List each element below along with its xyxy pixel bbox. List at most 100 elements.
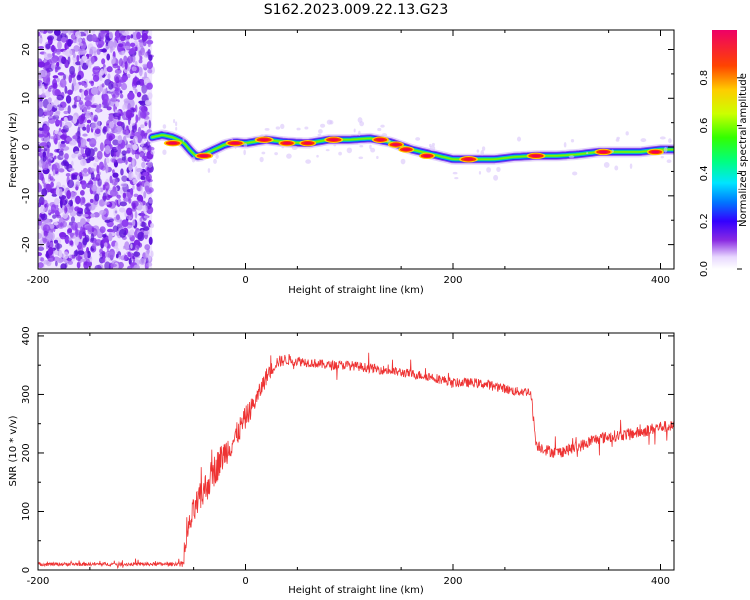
speckle	[370, 147, 376, 153]
spectral-peak-9	[398, 146, 415, 153]
speckle	[325, 149, 330, 152]
speckle	[359, 145, 364, 148]
speckle	[452, 171, 458, 175]
speckle	[496, 166, 501, 172]
colorbar-tick-label: 0.0	[699, 261, 710, 277]
speckle	[338, 151, 342, 156]
speckle	[286, 153, 292, 159]
speckle	[207, 168, 211, 173]
x-tick-label: 400	[651, 275, 670, 286]
speckle	[568, 155, 575, 159]
spectral-peak-0	[163, 139, 182, 147]
speckle	[659, 136, 666, 140]
spectrogram-ylabel: Frequency (Hz)	[8, 112, 19, 188]
speckle	[429, 145, 436, 152]
x-tick-label: 0	[242, 275, 248, 286]
speckle	[625, 131, 629, 136]
speckle	[614, 165, 619, 171]
spectral-peak-4	[278, 139, 296, 147]
speckle	[668, 138, 672, 144]
speckle	[377, 127, 382, 132]
x-tick-label: 0	[242, 576, 248, 587]
speckle	[400, 158, 406, 165]
spectral-peak-1	[195, 152, 214, 160]
speckle	[318, 129, 323, 134]
speckle	[572, 171, 578, 176]
speckle	[261, 151, 266, 155]
speckle	[616, 136, 620, 140]
spectral-peak-14	[646, 148, 664, 156]
snr-plot-area	[38, 352, 674, 570]
snr-xlabel: Height of straight line (km)	[288, 585, 424, 596]
speckle	[182, 135, 185, 142]
speckle	[304, 126, 309, 130]
speckle	[316, 154, 319, 158]
speckle	[629, 163, 633, 169]
speckle	[454, 177, 459, 180]
x-tick-label: 200	[443, 576, 462, 587]
speckle	[243, 149, 246, 156]
speckle	[175, 126, 178, 131]
y-tick-label: 100	[21, 502, 32, 521]
speckle	[357, 117, 363, 123]
x-tick-label: -200	[27, 576, 50, 587]
speckle	[175, 121, 178, 127]
speckle	[305, 159, 312, 164]
speckle	[162, 124, 167, 129]
speckle	[281, 146, 285, 149]
speckle	[320, 123, 326, 128]
speckle	[663, 146, 668, 153]
colorbar-tick-label: 0.8	[699, 70, 710, 86]
speckle	[213, 158, 217, 164]
colorbar-label: Normalized spectral amplitude	[738, 73, 749, 227]
colorbar-tick-label: 0.6	[699, 118, 710, 134]
speckle	[264, 127, 270, 131]
speckle	[486, 167, 491, 173]
colorbar: 0.0 0.2 0.4 0.6 0.8 Normalized spectral ampl…	[699, 30, 749, 277]
speckle	[376, 155, 379, 160]
speckle	[476, 149, 480, 153]
spectrogram-panel: -200 0 200 400 -20 -10 0 10 20 Height of straigh…	[8, 29, 675, 296]
speckle	[162, 129, 169, 133]
spectral-peak-2	[225, 139, 245, 147]
speckle	[173, 119, 176, 124]
colorbar-tick-label: 0.2	[699, 213, 710, 229]
noise-speckle	[38, 30, 156, 269]
speckle	[478, 170, 482, 175]
spectral-peak-13	[594, 148, 613, 156]
spectral-peak-6	[324, 136, 344, 143]
speckle	[586, 152, 589, 155]
y-tick-label: 0	[21, 144, 32, 150]
spectrogram-plot-area	[38, 30, 674, 269]
speckle	[516, 136, 522, 142]
spectral-peak-5	[299, 139, 317, 147]
spectral-peak-12	[526, 152, 546, 160]
speckle	[296, 127, 301, 131]
speckle	[162, 149, 167, 155]
speckle	[431, 142, 435, 147]
spectral-peak-7	[371, 136, 389, 143]
snr-ylabel: SNR (10 * v/v)	[8, 415, 19, 486]
spectral-peak-3	[254, 136, 274, 143]
speckle	[640, 138, 647, 143]
speckle	[280, 123, 285, 130]
speckle	[215, 153, 219, 159]
speckle	[358, 130, 361, 136]
speckle	[603, 162, 610, 168]
speckle	[570, 138, 575, 143]
x-tick-label: 200	[443, 275, 462, 286]
snr-ticks: -200 0 200 400 0 100 200 300 400	[21, 326, 674, 587]
speckle	[291, 145, 298, 150]
y-tick-label: 0	[21, 567, 32, 573]
speckle	[259, 156, 264, 163]
y-tick-label: -20	[21, 236, 32, 252]
y-tick-label: 10	[21, 92, 32, 105]
speckle	[274, 152, 278, 156]
speckle	[563, 142, 567, 148]
colorbar-gradient	[712, 30, 737, 269]
speckle	[191, 156, 196, 163]
spectrogram-xlabel: Height of straight line (km)	[288, 285, 424, 296]
spectrogram-ticks: -200 0 200 400 -20 -10 0 10 20	[21, 30, 674, 286]
speckle	[369, 144, 372, 150]
